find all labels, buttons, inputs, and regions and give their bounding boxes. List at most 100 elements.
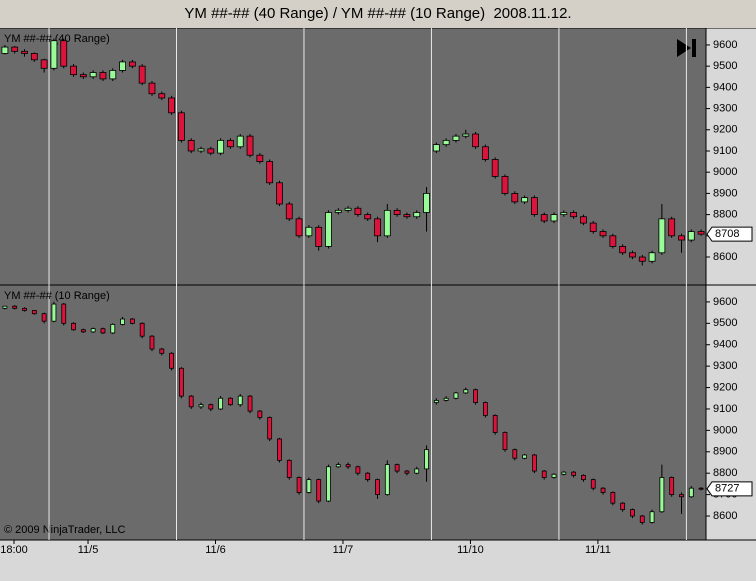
y-tick-label: 9000 [713,424,737,436]
candle-body [599,231,607,237]
x-tick-label: 18:00 [0,544,28,556]
candle-body [217,139,225,154]
last-price-box [706,226,753,242]
copyright: © 2009 NinjaTrader, LLC [4,524,125,536]
candle-body [50,40,58,69]
candle-body [532,454,537,472]
candle-body [511,192,519,203]
candle-body [31,310,37,315]
candle-body [276,182,283,205]
y-tick-label: 9600 [713,296,737,308]
candle-body [571,471,577,476]
candle-body [71,322,76,331]
candle-body [383,209,391,237]
candle-body [247,395,253,412]
y-tick-label: 8800 [713,209,737,221]
icon-arrow[interactable] [677,39,691,57]
go-to-end-icon[interactable] [677,39,696,57]
x-tick-label: 11/10 [457,544,484,556]
candle-body [80,329,86,333]
panel-label: YM ##-## (40 Range) [4,33,110,45]
candle-body [364,214,372,220]
candle-body [267,417,273,440]
candle-body [393,209,401,216]
candle-body [109,70,117,80]
candle-body [228,397,233,406]
candle-body [481,146,489,160]
candle-body [581,474,586,481]
candle-body [90,328,96,333]
candle-body [580,216,587,224]
candle-body [246,135,254,156]
candle-body [148,82,156,95]
candle-body [277,438,282,461]
candle-body [472,133,479,148]
candle-body [453,392,459,399]
y-tick-label: 8600 [713,510,737,522]
candle-body [218,397,224,410]
candle-body [178,112,185,141]
candle-body [492,414,498,433]
x-tick-label: 11/5 [78,544,99,556]
candle-body [207,148,215,154]
candle-body [697,231,705,235]
candle-body [375,479,380,496]
candle-body [315,226,323,247]
y-tick-label: 8800 [713,467,737,479]
y-tick-label: 9200 [713,381,737,393]
candle-body [326,466,331,502]
candle-body [648,252,656,262]
candle-body [256,154,264,162]
candle-body [60,40,68,67]
candle-body [100,328,106,334]
last-price-box [706,481,753,497]
candle-body [365,472,371,481]
candle-body [521,197,528,203]
candle-body [442,139,450,146]
candle-body [159,348,165,354]
y-tick-label: 9500 [713,317,737,329]
candle-body [89,72,97,78]
candle-body [325,212,332,247]
candle-body [316,479,322,502]
candle-body [639,515,645,523]
candle-body [128,61,136,67]
candle-body [266,161,274,184]
candle-body [138,65,146,84]
candle-body [531,197,538,216]
candle-body [551,473,557,478]
candle-body [237,395,243,406]
y-tick-label: 9400 [713,339,737,351]
candle-body [227,139,234,148]
x-tick-label: 11/11 [585,544,611,556]
candle-body [99,72,107,80]
candle-body [79,74,87,78]
candle-body [423,192,430,213]
candle-body [561,471,567,475]
candle-body [197,148,205,152]
icon-bar[interactable] [692,39,696,57]
candle-body [70,65,77,76]
candle-body [609,235,617,247]
candle-body [110,323,116,334]
candle-body [433,400,439,403]
candle-body [30,53,38,61]
y-tick-label: 9600 [713,39,737,51]
candle-body [355,466,361,474]
candle-body [334,209,342,213]
candle-body [119,61,126,71]
candle-body [610,492,616,504]
candle-body [403,214,411,218]
y-tick-label: 9300 [713,360,737,372]
candle-body [21,50,28,54]
candle-body [344,207,352,211]
y-tick-label: 8900 [713,187,737,199]
candle-body [384,464,390,496]
candle-body [541,470,547,478]
last-price-label: 8727 [715,483,739,495]
candle-body [550,214,558,222]
candle-body [169,352,174,369]
last-price-label: 8708 [715,228,739,240]
candle-body [149,335,155,350]
